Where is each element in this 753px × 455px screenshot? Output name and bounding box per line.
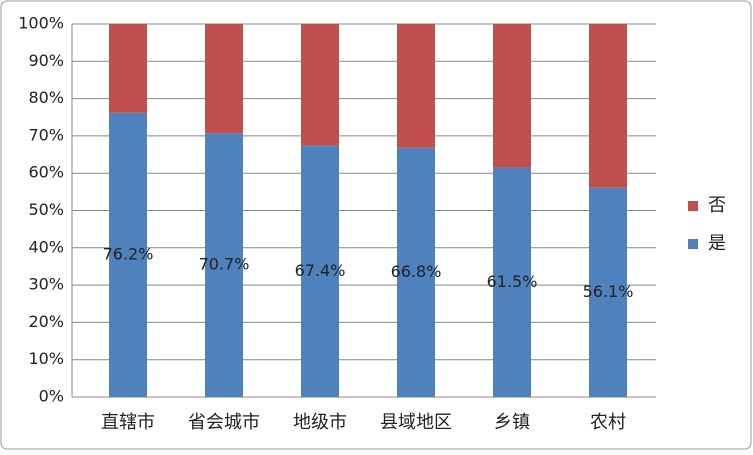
y-tick-label: 0% bbox=[39, 387, 64, 406]
y-tick-label: 60% bbox=[28, 163, 64, 182]
bar-segment bbox=[205, 133, 243, 397]
legend-swatch bbox=[688, 201, 698, 211]
legend-label: 否 bbox=[708, 195, 726, 216]
bar-segment bbox=[301, 24, 339, 146]
bar-segment bbox=[397, 147, 435, 397]
data-label: 61.5% bbox=[487, 272, 538, 291]
y-tick-label: 90% bbox=[28, 51, 64, 70]
data-label: 76.2% bbox=[103, 244, 154, 263]
y-tick-label: 40% bbox=[28, 237, 64, 256]
x-tick-label: 农村 bbox=[590, 412, 626, 433]
bar-segment bbox=[205, 24, 243, 134]
y-tick-label: 100% bbox=[18, 14, 64, 33]
data-label: 66.8% bbox=[391, 262, 442, 281]
x-tick-label: 乡镇 bbox=[494, 412, 530, 433]
data-label: 70.7% bbox=[199, 255, 250, 274]
bar-segment bbox=[493, 167, 531, 397]
bar-segment bbox=[109, 112, 147, 398]
y-tick-label: 70% bbox=[28, 125, 64, 144]
data-label: 67.4% bbox=[295, 261, 346, 280]
bar-segment bbox=[589, 24, 627, 188]
x-tick-label: 直辖市 bbox=[101, 412, 155, 433]
y-tick-label: 20% bbox=[28, 312, 64, 331]
bar-segment bbox=[493, 24, 531, 168]
legend-label: 是 bbox=[708, 233, 726, 254]
bar-segment bbox=[301, 145, 339, 397]
bar-segment bbox=[589, 187, 627, 397]
data-label: 56.1% bbox=[583, 282, 634, 301]
y-tick-label: 10% bbox=[28, 349, 64, 368]
x-tick-label: 省会城市 bbox=[188, 412, 260, 433]
y-tick-label: 80% bbox=[28, 88, 64, 107]
legend-swatch bbox=[688, 239, 698, 249]
x-tick-label: 县域地区 bbox=[380, 412, 452, 433]
y-tick-label: 30% bbox=[28, 275, 64, 294]
x-tick-label: 地级市 bbox=[293, 412, 347, 433]
bar-segment bbox=[109, 24, 147, 113]
bar-segment bbox=[397, 24, 435, 148]
y-tick-label: 50% bbox=[28, 200, 64, 219]
